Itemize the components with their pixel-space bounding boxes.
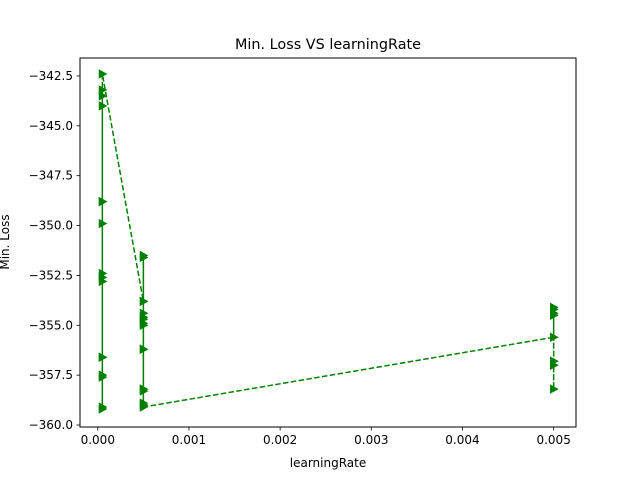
y-tick-label: −352.5 [29, 268, 73, 282]
data-point-marker [139, 384, 149, 394]
x-axis-ticks: 0.000 0.001 0.002 0.003 0.004 0.005 [81, 427, 571, 447]
data-point-marker [550, 356, 559, 366]
data-point-marker [550, 332, 559, 342]
y-tick-label: −347.5 [29, 169, 73, 183]
data-point-marker [98, 352, 108, 362]
y-tick-label: −355.0 [29, 318, 73, 332]
data-point-marker [139, 320, 149, 330]
x-tick-label: 0.002 [263, 433, 297, 447]
data-point-marker [139, 402, 149, 412]
x-tick-label: 0.000 [81, 433, 115, 447]
series-0 [98, 69, 559, 414]
data-point-marker [98, 69, 108, 79]
data-point-marker [139, 312, 149, 323]
data-point-marker [98, 85, 108, 95]
y-axis-ticks: −360.0 −357.5 −355.0 −352.5 −350.0 −347.5 −345… [29, 69, 80, 432]
x-axis-label: learningRate [290, 456, 366, 470]
data-point-marker [98, 402, 108, 412]
y-tick-label: −342.5 [29, 69, 73, 83]
data-point-marker [98, 370, 108, 380]
y-tick-label: −345.0 [29, 119, 73, 133]
data-point-marker [98, 101, 108, 111]
data-point-marker [139, 296, 149, 307]
plot-area [98, 69, 559, 414]
data-point-marker [550, 384, 559, 394]
data-point-marker [139, 344, 149, 354]
data-point-marker [550, 308, 559, 319]
data-point-marker [98, 272, 108, 283]
x-tick-label: 0.003 [354, 433, 388, 447]
data-point-marker [98, 196, 108, 207]
plot-frame [79, 57, 577, 428]
x-tick-label: 0.001 [172, 433, 206, 447]
y-tick-label: −350.0 [29, 219, 73, 233]
data-point-marker [98, 91, 108, 101]
y-tick-label: −357.5 [29, 368, 73, 382]
data-point-marker [139, 252, 149, 263]
y-axis-label: Min. Loss [0, 214, 12, 269]
chart-title: Min. Loss VS learningRate [235, 37, 421, 53]
x-tick-label: 0.005 [536, 433, 570, 447]
y-tick-label: −360.0 [29, 418, 73, 432]
data-point-marker [98, 218, 108, 229]
x-tick-label: 0.004 [445, 433, 479, 447]
